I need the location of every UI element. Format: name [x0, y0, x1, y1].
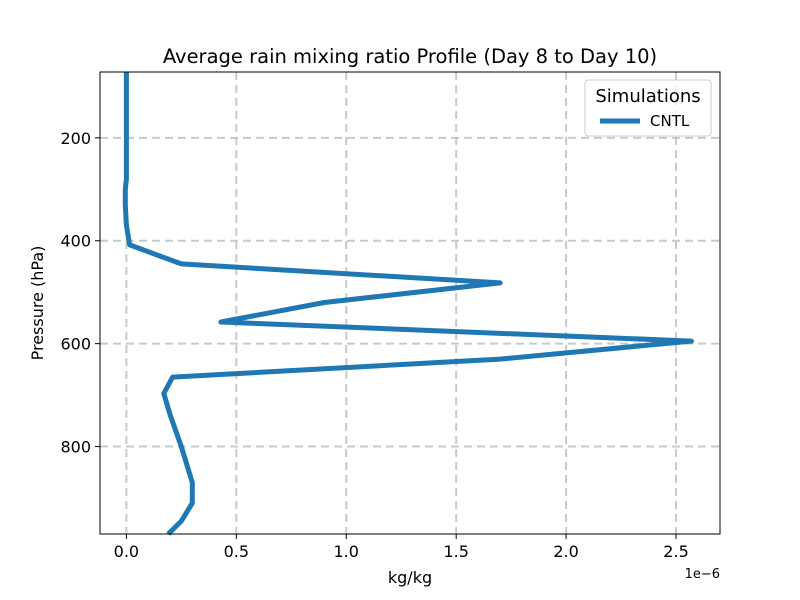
chart-title: Average rain mixing ratio Profile (Day 8…	[163, 45, 657, 68]
y-tick-label: 800	[60, 438, 91, 457]
x-axis-label: kg/kg	[388, 568, 432, 587]
series-line-cntl	[122, 72, 694, 536]
x-tick-label: 2.0	[553, 542, 578, 561]
plot-frame	[99, 71, 721, 535]
x-tick-label: 0.0	[114, 542, 139, 561]
series-layer	[122, 72, 694, 536]
x-tick-label: 2.5	[663, 542, 688, 561]
grid	[100, 72, 720, 534]
legend: Simulations CNTL	[584, 79, 712, 137]
x-tick-label: 1.5	[443, 542, 468, 561]
y-tick-label: 200	[60, 129, 91, 148]
x-axis-ticks: 0.0 0.5 1.0 1.5 2.0 2.5	[114, 534, 689, 561]
x-tick-label: 1.0	[334, 542, 359, 561]
legend-label-cntl: CNTL	[650, 112, 690, 130]
y-axis-label: Pressure (hPa)	[28, 246, 47, 361]
y-tick-label: 600	[60, 335, 91, 354]
x-axis-offset-label: 1e−6	[685, 567, 720, 582]
x-tick-label: 0.5	[224, 542, 249, 561]
legend-title: Simulations	[595, 86, 700, 107]
y-axis-ticks: 200 400 600 800	[60, 129, 100, 457]
y-tick-label: 400	[60, 232, 91, 251]
